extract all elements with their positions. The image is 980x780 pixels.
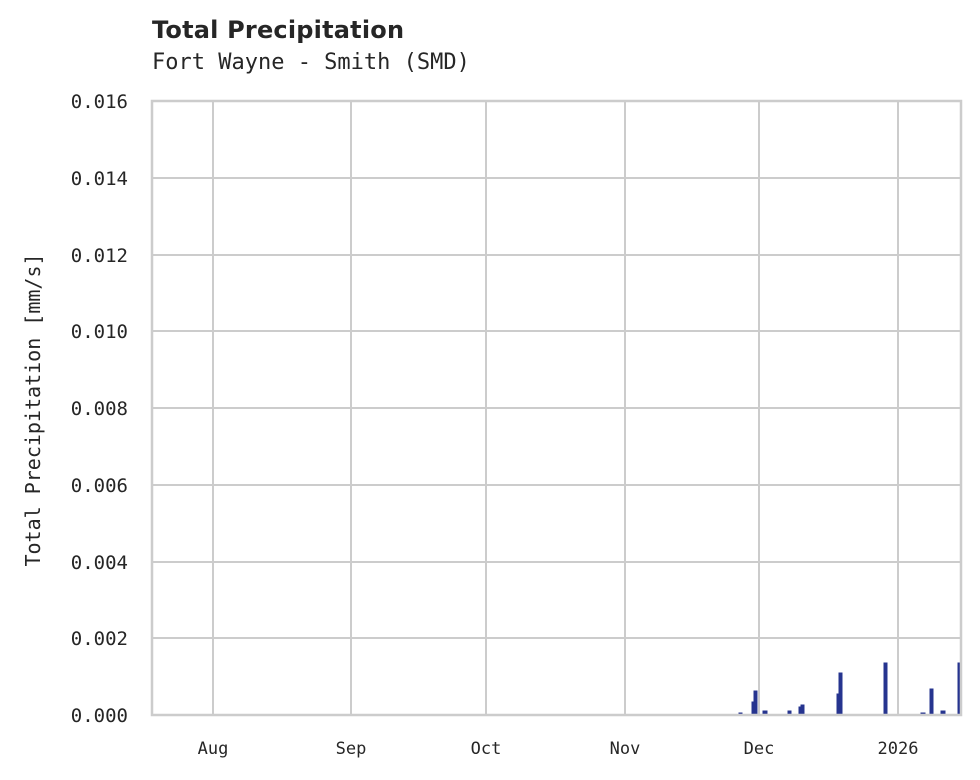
y-tick-3: 0.006 [71, 475, 128, 497]
y-tick-0: 0.000 [71, 705, 128, 727]
chart-title: Total Precipitation [152, 16, 405, 44]
x-gridlines [212, 101, 899, 715]
x-tick-dec: Dec [744, 739, 775, 759]
y-tick-2: 0.004 [71, 552, 128, 574]
x-tick-oct: Oct [471, 739, 502, 759]
y-tick-8: 0.016 [71, 91, 128, 113]
y-tick-labels: 0.000 0.002 0.004 0.006 0.008 0.010 0.01… [71, 91, 128, 727]
y-tick-7: 0.014 [71, 168, 128, 190]
y-tick-5: 0.010 [71, 321, 128, 343]
y-axis-label: Total Precipitation [mm/s] [21, 253, 45, 566]
x-tick-labels: Aug Sep Oct Nov Dec 2026 [198, 739, 919, 759]
precipitation-series [738, 662, 961, 716]
y-tick-6: 0.012 [71, 245, 128, 267]
x-tick-2026: 2026 [878, 739, 919, 759]
x-tick-aug: Aug [198, 739, 229, 759]
plot-frame [150, 99, 963, 717]
chart-subtitle: Fort Wayne - Smith (SMD) [152, 50, 470, 75]
y-gridlines [152, 177, 961, 639]
y-tick-4: 0.008 [71, 398, 128, 420]
x-tick-nov: Nov [610, 739, 641, 759]
y-tick-1: 0.002 [71, 628, 128, 650]
x-tick-sep: Sep [336, 739, 367, 759]
